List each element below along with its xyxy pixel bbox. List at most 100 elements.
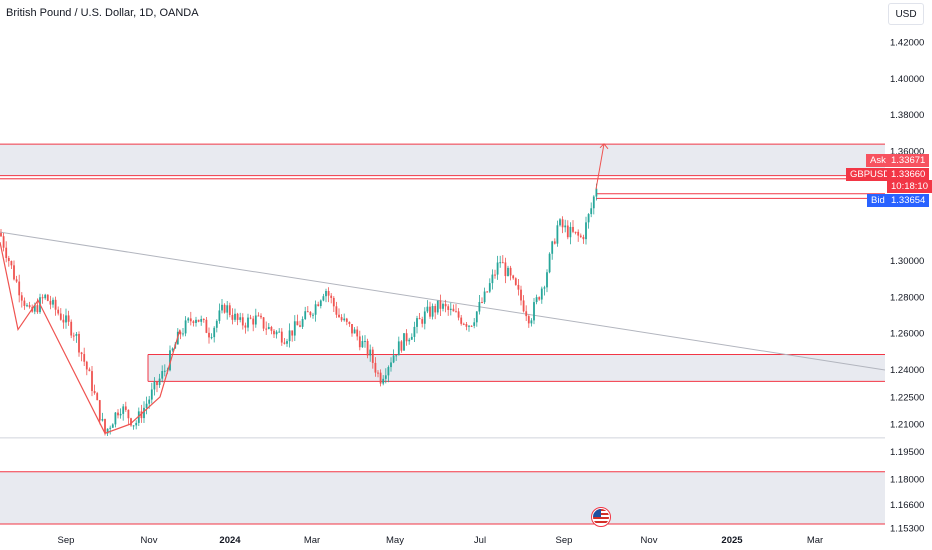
y-axis: 1.42000 1.40000 1.38000 1.36000 1.30000 1.280… <box>890 37 924 534</box>
candle-body <box>421 319 424 324</box>
candle-body <box>161 371 164 379</box>
y-tick-label: 1.21000 <box>890 420 924 431</box>
candle-body <box>527 316 530 324</box>
candle-body <box>278 331 281 333</box>
us-flag-icon[interactable] <box>591 507 611 527</box>
candle-body <box>322 296 325 301</box>
candle-body <box>127 409 130 419</box>
candle-body <box>387 367 390 376</box>
candle-body <box>80 352 83 355</box>
candle-body <box>52 299 54 305</box>
candle-body <box>54 299 57 310</box>
candle-body <box>49 300 52 305</box>
candle-body <box>106 428 109 434</box>
horizontal-lines-layer <box>0 178 885 439</box>
candle-body <box>546 272 548 288</box>
ask-price-tag: 1.33671 <box>887 154 930 167</box>
candle-body <box>317 304 320 307</box>
candle-body <box>88 369 91 372</box>
candle-body <box>418 318 421 320</box>
candle-body <box>262 317 265 329</box>
candle-body <box>434 306 437 313</box>
candle-body <box>145 403 148 408</box>
x-tick-label: Mar <box>807 535 823 546</box>
candle-body <box>540 288 543 300</box>
y-tick-label: 1.36000 <box>890 147 924 158</box>
candle-body <box>119 413 122 416</box>
bid-label: Bid <box>867 194 889 207</box>
candle-body <box>585 222 587 240</box>
candle-body <box>475 311 478 323</box>
candle-body <box>296 321 299 326</box>
candle-body <box>460 317 463 324</box>
projection-arrow-head <box>599 143 609 150</box>
zone-box <box>148 354 885 382</box>
candle-body <box>117 412 119 416</box>
zigzag-pattern <box>0 242 181 435</box>
candle-body <box>163 370 166 372</box>
candle-body <box>124 406 127 410</box>
candle-body <box>13 265 15 280</box>
candle-body <box>390 362 392 368</box>
candle-body <box>356 329 359 337</box>
candle-body <box>288 330 291 342</box>
candle-body <box>582 236 585 240</box>
candle-body <box>83 354 86 362</box>
candle-body <box>332 297 335 307</box>
candle-body <box>7 257 10 262</box>
candle-body <box>429 306 431 317</box>
candle-body <box>62 319 65 323</box>
candle-body <box>442 303 444 309</box>
candle-body <box>65 315 67 323</box>
trendline <box>0 231 886 371</box>
candle-body <box>93 391 96 394</box>
candle-body <box>569 226 572 238</box>
candle-body <box>205 319 208 333</box>
candle-body <box>114 412 117 425</box>
x-tick-label: May <box>386 535 404 546</box>
candle-body <box>137 411 140 423</box>
currency-button[interactable]: USD <box>888 3 924 25</box>
candle-body <box>143 407 145 419</box>
candle-body <box>36 305 39 313</box>
candle-body <box>2 236 5 248</box>
candle-body <box>548 253 551 273</box>
x-tick-label: Jul <box>474 535 486 546</box>
countdown-tag: 10:18:10 <box>887 180 932 193</box>
candle-body <box>473 322 476 326</box>
candle-body <box>468 325 470 327</box>
candle-body <box>239 317 242 320</box>
candle-body <box>423 311 426 324</box>
candle-body <box>478 301 481 312</box>
x-tick-label: Nov <box>141 535 158 546</box>
candle-body <box>392 355 395 363</box>
candle-body <box>293 321 296 336</box>
candle-body <box>244 325 247 328</box>
last-price-tag: 1.33660 <box>887 168 930 181</box>
x-tick-label: Mar <box>304 535 320 546</box>
y-tick-label: 1.22500 <box>890 392 924 403</box>
candle-body <box>452 308 455 312</box>
candle-body <box>111 424 114 428</box>
candle-body <box>260 315 262 318</box>
zones-layer <box>0 143 885 525</box>
candle-body <box>405 333 408 342</box>
candle-body <box>579 235 582 237</box>
candle-body <box>481 301 483 303</box>
candle-body <box>257 315 260 317</box>
candle-body <box>241 317 244 326</box>
candle-body <box>327 290 330 296</box>
y-tick-label: 1.28000 <box>890 292 924 303</box>
candle-body <box>192 321 195 323</box>
candle-body <box>533 302 535 321</box>
candle-body <box>75 333 78 336</box>
zone-box <box>0 471 885 524</box>
candle-body <box>436 300 439 313</box>
candle-body <box>426 306 429 312</box>
candle-body <box>18 281 21 296</box>
candle-body <box>319 300 322 307</box>
candle-body <box>462 323 465 325</box>
candle-body <box>140 411 143 419</box>
candle-body <box>410 336 413 340</box>
